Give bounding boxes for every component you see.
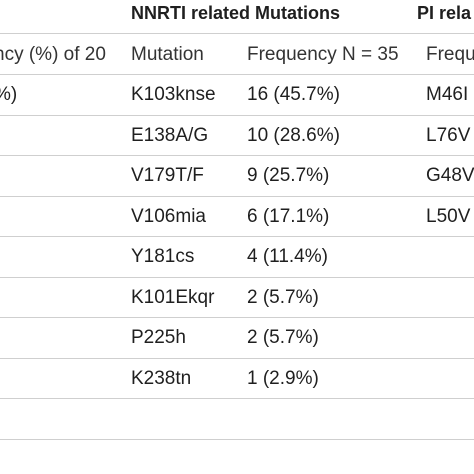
mutation-cell: V106mia: [131, 205, 206, 227]
group-header-row: NNRTI related Mutations PI rela: [0, 0, 474, 30]
mutation-cell: K238tn: [131, 367, 192, 389]
table-row: )E138A/G10 (28.6%)L76V: [0, 116, 474, 156]
frequency-column-header: Frequency N = 35: [247, 44, 399, 65]
mutation-cell: K103knse: [131, 84, 216, 105]
pi-frequency-column-header: Frequ: [426, 44, 474, 65]
mutation-cell: E138A/G: [131, 124, 209, 146]
mutation-cell: K101Ekqr: [131, 286, 215, 308]
frequency-cell: 2 (5.7%): [247, 286, 319, 308]
frequency-cell: 16 (45.7%): [247, 84, 340, 105]
nnrti-group-header: NNRTI related Mutations: [131, 3, 341, 23]
table-row: ): [0, 399, 474, 440]
left-column-header: ncy (%) of 20: [0, 44, 106, 65]
mutation-cell: P225h: [131, 327, 186, 348]
pi-mutation-cell: L76V: [426, 124, 471, 146]
frequency-cell: 4 (11.4%): [247, 246, 328, 267]
frequency-cell: 10 (28.6%): [247, 124, 340, 146]
table-row: )V179T/F9 (25.7%)G48V: [0, 156, 474, 197]
frequency-cell: 6 (17.1%): [247, 205, 330, 227]
frequency-cell: 9 (25.7%): [247, 165, 330, 186]
pi-mutation-cell: G48V: [426, 165, 474, 186]
pi-mutation-cell: L50V: [426, 205, 471, 227]
frequency-cell: 1 (2.9%): [247, 367, 319, 389]
mutation-cell: V179T/F: [131, 165, 204, 186]
mutation-column-header: Mutation: [131, 44, 204, 65]
column-header-row: ncy (%) of 20 Mutation Frequency N = 35 …: [0, 34, 474, 75]
frequency-cell: 2 (5.7%): [247, 327, 319, 348]
pi-group-header: PI rela: [417, 3, 472, 23]
table-row: %) K103knse 16 (45.7%) M46I: [0, 75, 474, 116]
pi-mutation-cell: M46I: [426, 84, 469, 105]
left-cell: %): [0, 84, 18, 105]
group-header-rule: [0, 33, 474, 34]
mutation-cell: Y181cs: [131, 246, 195, 267]
